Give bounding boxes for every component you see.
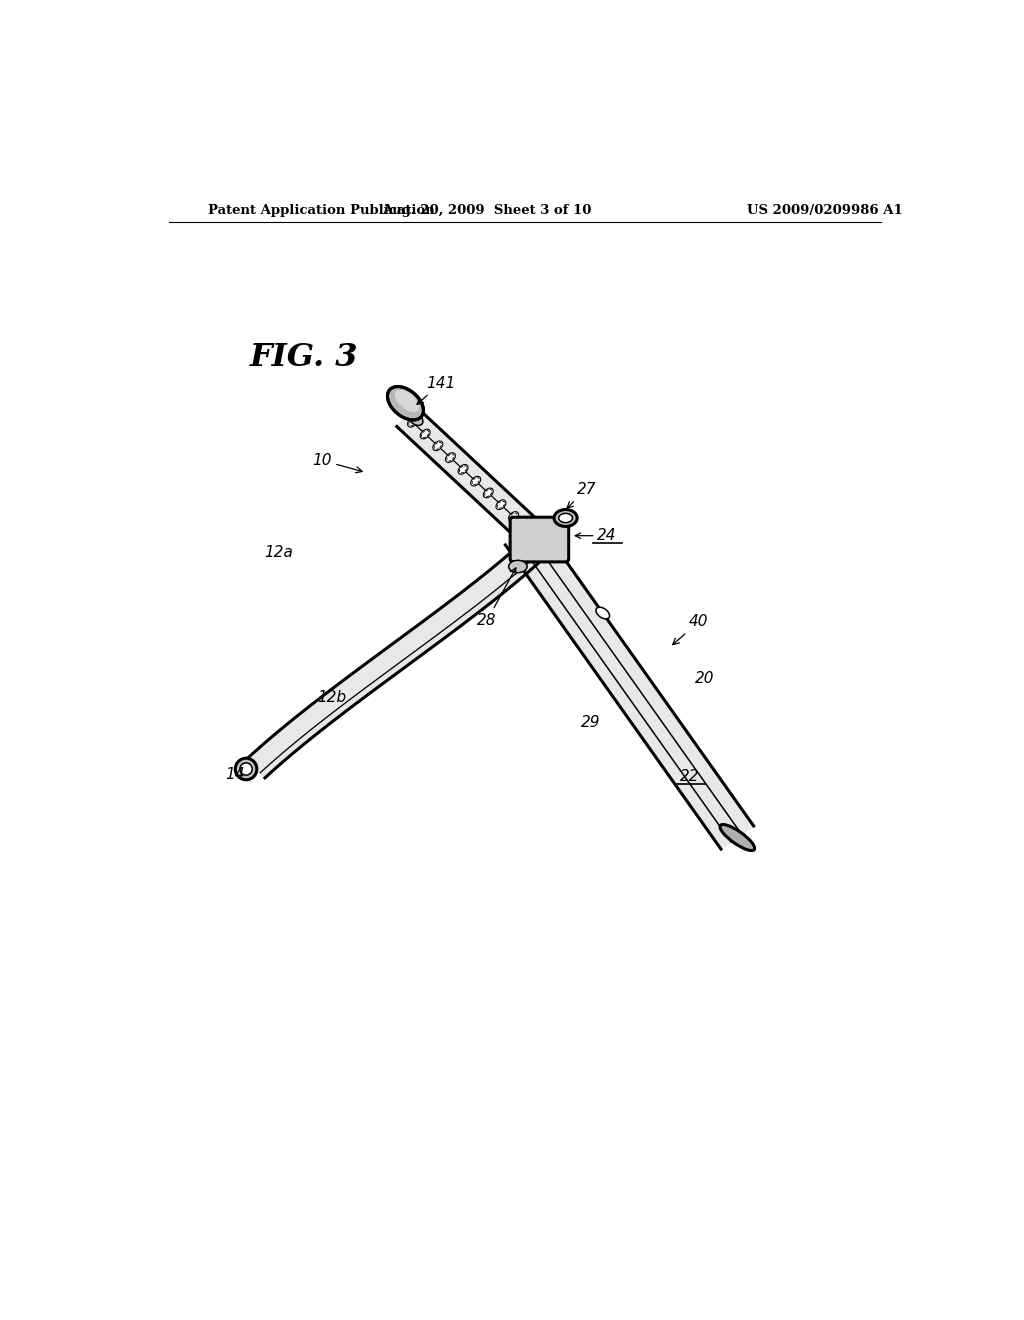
- Text: Patent Application Publication: Patent Application Publication: [208, 205, 434, 218]
- Text: 12b: 12b: [317, 690, 347, 705]
- Ellipse shape: [496, 500, 506, 510]
- Polygon shape: [247, 537, 545, 777]
- Text: FIG. 3: FIG. 3: [250, 342, 358, 372]
- Ellipse shape: [433, 441, 442, 450]
- Ellipse shape: [720, 825, 755, 850]
- Ellipse shape: [420, 429, 430, 438]
- Polygon shape: [506, 521, 754, 849]
- Polygon shape: [396, 407, 542, 544]
- Ellipse shape: [521, 524, 531, 533]
- Ellipse shape: [408, 412, 423, 425]
- Text: 40: 40: [673, 614, 709, 644]
- Ellipse shape: [445, 453, 456, 462]
- Ellipse shape: [387, 387, 424, 420]
- Text: 29: 29: [581, 714, 600, 730]
- Text: 24: 24: [597, 528, 616, 544]
- Text: US 2009/0209986 A1: US 2009/0209986 A1: [746, 205, 902, 218]
- Text: 28: 28: [477, 568, 516, 628]
- Ellipse shape: [509, 560, 527, 573]
- Ellipse shape: [471, 477, 480, 486]
- Text: Aug. 20, 2009  Sheet 3 of 10: Aug. 20, 2009 Sheet 3 of 10: [382, 205, 591, 218]
- Ellipse shape: [483, 488, 494, 498]
- Ellipse shape: [408, 417, 418, 428]
- Ellipse shape: [458, 465, 468, 474]
- Ellipse shape: [596, 607, 609, 619]
- Ellipse shape: [509, 512, 518, 521]
- Text: 141: 141: [417, 376, 456, 404]
- FancyBboxPatch shape: [510, 517, 568, 562]
- Text: 14: 14: [224, 767, 245, 781]
- Ellipse shape: [394, 389, 419, 412]
- Text: 22: 22: [680, 770, 699, 784]
- Ellipse shape: [240, 763, 252, 775]
- Text: 20: 20: [694, 671, 714, 685]
- Text: 27: 27: [567, 482, 596, 508]
- Text: 10: 10: [311, 453, 362, 473]
- Ellipse shape: [554, 510, 578, 527]
- Text: 12a: 12a: [264, 545, 293, 560]
- Ellipse shape: [236, 758, 257, 780]
- Ellipse shape: [559, 513, 572, 523]
